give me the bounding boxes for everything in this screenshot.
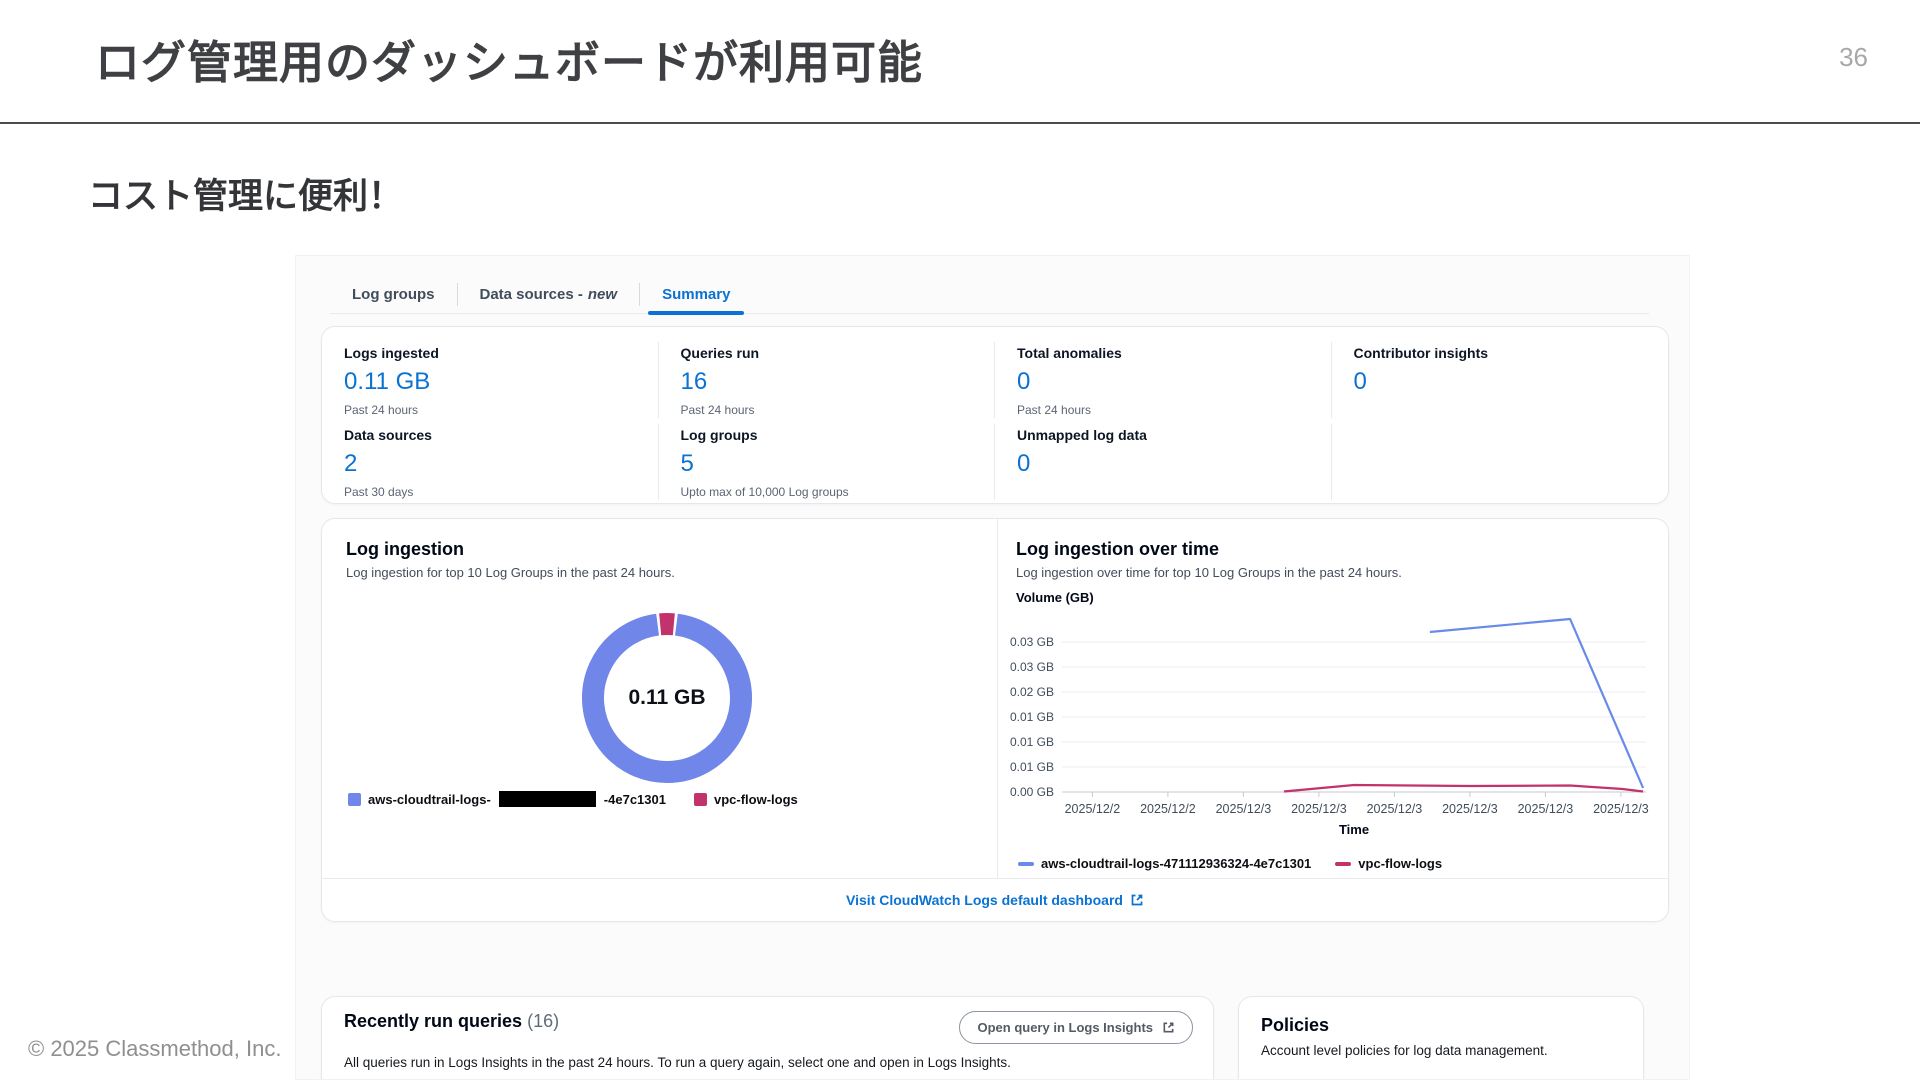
external-link-icon <box>1131 894 1143 906</box>
metric-empty-cell <box>1332 424 1669 500</box>
legend-swatch <box>348 792 361 806</box>
legend-item-cloudtrail[interactable]: aws-cloudtrail-logs- -4e7c1301 <box>348 791 666 807</box>
metric-value: 16 <box>680 368 708 395</box>
tab-summary[interactable]: Summary <box>640 276 752 315</box>
metric-value: 0 <box>1353 368 1367 395</box>
legend-label: -4e7c1301 <box>603 791 666 807</box>
metric-total-anomalies: Total anomalies 0 Past 24 hours <box>995 342 1332 418</box>
metric-value: 0.11 GB <box>344 368 431 395</box>
legend-item-cloudtrail[interactable]: aws-cloudtrail-logs-471112936324-4e7c130… <box>1018 856 1311 871</box>
y-tick-label: 0.02 GB <box>1010 685 1054 699</box>
donut-slice <box>582 613 752 783</box>
title-divider <box>0 122 1920 124</box>
slide-subtitle: コスト管理に便利！ <box>88 177 404 216</box>
donut-svg <box>582 613 752 783</box>
legend-item-vpc-flow-logs[interactable]: vpc-flow-logs <box>693 791 798 807</box>
metric-value: 0 <box>1017 450 1031 477</box>
card-header: Recently run queries (16) Open query in … <box>322 997 1213 1044</box>
metric-data-sources: Data sources 2 Past 30 days <box>322 424 659 500</box>
log-ingestion-section: Log ingestion Log ingestion for top 10 L… <box>322 519 998 879</box>
recently-run-queries-card: Recently run queries (16) Open query in … <box>321 996 1214 1079</box>
tab-data-sources[interactable]: Data sources - new <box>458 276 640 313</box>
legend-swatch <box>1335 861 1352 866</box>
series-line-aws-cloudtrail-logs-471112936324-4e7c1301 <box>1429 617 1645 789</box>
tab-label: Data sources - <box>479 286 583 303</box>
x-tick-label: 2025/12/3 <box>1216 802 1272 816</box>
metrics-row: Data sources 2 Past 30 days Log groups 5… <box>322 424 1668 500</box>
line-chart: 0.03 GB 0.03 GB 0.02 GB 0.01 GB 0.01 GB 0.01 … <box>1010 617 1649 837</box>
x-tick-label: 2025/12/3 <box>1518 802 1574 816</box>
open-query-in-logs-insights-button[interactable]: Open query in Logs Insights <box>959 1011 1193 1044</box>
tab-log-groups[interactable]: Log groups <box>330 276 457 313</box>
metric-value: 0 <box>1017 368 1031 395</box>
line-chart-legend: aws-cloudtrail-logs-471112936324-4e7c130… <box>1018 856 1442 871</box>
series-line-vpc-flow-logs <box>1283 783 1644 793</box>
metric-contributor-insights: Contributor insights 0 <box>1332 342 1669 418</box>
tab-separator <box>639 283 641 306</box>
y-tick-label: 0.01 GB <box>1010 710 1054 724</box>
x-tick-label: 2025/12/2 <box>1065 802 1121 816</box>
x-tick-label: 2025/12/3 <box>1291 802 1347 816</box>
external-link-icon <box>1163 1022 1174 1033</box>
link-label: Visit CloudWatch Logs default dashboard <box>846 892 1123 908</box>
policies-card: Policies Account level policies for log … <box>1238 996 1644 1079</box>
redaction-box <box>498 791 596 807</box>
y-tick-label: 0.03 GB <box>1010 635 1054 649</box>
tab-label: Summary <box>662 286 731 303</box>
metric-value: 5 <box>680 450 694 477</box>
y-tick-label: 0.03 GB <box>1010 660 1054 674</box>
chart-title: Log ingestion <box>346 539 464 559</box>
y-axis-title: Volume (GB) <box>1016 590 1094 605</box>
legend-label: aws-cloudtrail-logs-471112936324-4e7c130… <box>1041 856 1312 871</box>
x-tick-label: 2025/12/3 <box>1442 802 1498 816</box>
charts-card-footer: Visit CloudWatch Logs default dashboard <box>322 878 1668 921</box>
x-tick-label: 2025/12/3 <box>1367 802 1423 816</box>
card-description: All queries run in Logs Insights in the … <box>344 1055 1011 1070</box>
donut-center-label: 0.11 GB <box>628 686 706 709</box>
metric-queries-run: Queries run 16 Past 24 hours <box>659 342 995 418</box>
page-number: 36 <box>1839 42 1868 72</box>
legend-item-vpc-flow-logs[interactable]: vpc-flow-logs <box>1335 856 1442 871</box>
donut-legend: aws-cloudtrail-logs- -4e7c1301 vpc-flow-l… <box>348 791 798 807</box>
legend-swatch <box>1018 861 1034 866</box>
metrics-row: Logs ingested 0.11 GB Past 24 hours Quer… <box>322 342 1668 418</box>
legend-label: vpc-flow-logs <box>713 791 798 807</box>
page-title: ログ管理用のダッシュボードが利用可能 <box>95 37 924 88</box>
tab-label: Log groups <box>352 286 435 303</box>
y-tick-label: 0.01 GB <box>1010 760 1054 774</box>
legend-label: vpc-flow-logs <box>1358 856 1443 871</box>
charts-card: Log ingestion Log ingestion for top 10 L… <box>321 518 1669 922</box>
log-ingestion-over-time-section: Log ingestion over time Log ingestion ov… <box>998 519 1668 879</box>
y-tick-label: 0.00 GB <box>1010 785 1054 799</box>
x-tick-label: 2025/12/2 <box>1140 802 1196 816</box>
x-axis-title: Time <box>1339 822 1369 837</box>
tab-label-new-badge: new <box>587 286 618 303</box>
chart-subtitle: Log ingestion over time for top 10 Log G… <box>1016 565 1402 580</box>
y-tick-label: 0.01 GB <box>1010 735 1054 749</box>
copyright-footer: © 2025 Classmethod, Inc. <box>28 1036 282 1061</box>
metric-value: 2 <box>344 450 358 477</box>
metric-logs-ingested: Logs ingested 0.11 GB Past 24 hours <box>322 342 659 418</box>
x-tick-label: 2025/12/3 <box>1593 802 1649 816</box>
legend-swatch <box>693 792 707 806</box>
visit-default-dashboard-link[interactable]: Visit CloudWatch Logs default dashboard <box>846 892 1144 908</box>
card-title: Recently run queries (16) <box>344 1011 560 1031</box>
tab-bar: Log groups Data sources - new Summary <box>330 276 1649 315</box>
chart-title: Log ingestion over time <box>1016 539 1220 559</box>
donut-chart: 0.11 GB <box>572 603 762 793</box>
card-title: Policies <box>1261 1015 1330 1035</box>
cloudwatch-logs-dashboard-screenshot: Log groups Data sources - new Summary Lo… <box>295 255 1690 1080</box>
charts-body: Log ingestion Log ingestion for top 10 L… <box>322 519 1668 879</box>
card-description: Account level policies for log data mana… <box>1261 1043 1548 1058</box>
metric-unmapped-log-data: Unmapped log data 0 <box>995 424 1332 500</box>
legend-label: aws-cloudtrail-logs- <box>368 791 491 807</box>
metric-log-groups: Log groups 5 Upto max of 10,000 Log grou… <box>659 424 995 500</box>
summary-metrics-card: Logs ingested 0.11 GB Past 24 hours Quer… <box>321 326 1669 504</box>
query-count-badge: (16) <box>527 1011 560 1031</box>
chart-subtitle: Log ingestion for top 10 Log Groups in t… <box>346 565 675 580</box>
tab-separator <box>456 283 458 306</box>
